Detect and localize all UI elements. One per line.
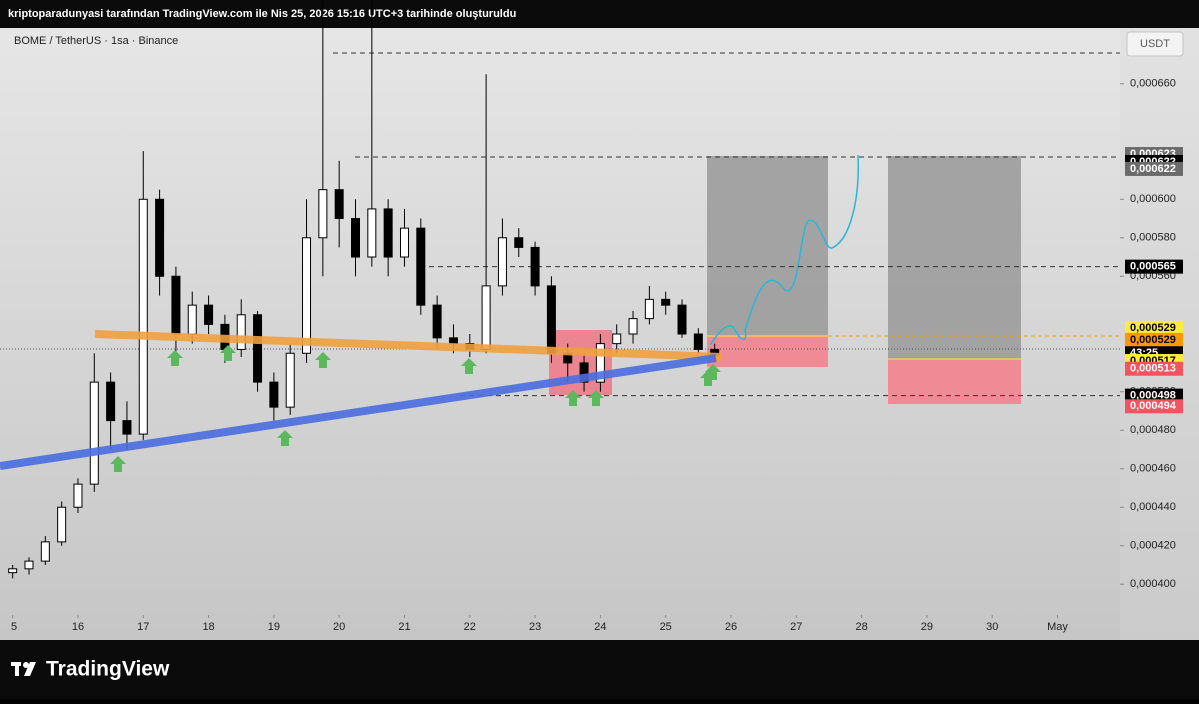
candle-body (89, 381, 99, 485)
candle-body (546, 285, 556, 354)
candle-body (269, 381, 279, 408)
arrow (565, 390, 581, 406)
candle-body (8, 568, 18, 574)
x-tick-label: 21 (398, 621, 410, 633)
footer-bar (0, 640, 1199, 699)
candle-body (644, 298, 654, 320)
candle-body (138, 198, 148, 435)
candle-body (367, 208, 377, 258)
candle-body (693, 333, 703, 350)
price-label-bg (1125, 399, 1183, 414)
candle-body (204, 304, 214, 325)
arrow (110, 456, 126, 472)
candle-body (612, 333, 622, 345)
arrow (277, 430, 293, 446)
y-tick-label: 0,000480 (1130, 424, 1176, 436)
x-tick-label: 27 (790, 621, 802, 633)
price-label: 0,000494 (1130, 400, 1177, 412)
price-label: 0,000498 (1130, 390, 1176, 402)
x-tick-label: 23 (529, 621, 541, 633)
candle-body (236, 314, 246, 350)
candle-body (628, 318, 638, 335)
x-tick-label: 22 (464, 621, 476, 633)
candle-body (351, 218, 361, 258)
y-tick-label: 0,000420 (1130, 540, 1176, 552)
price-label: 0,000565 (1130, 261, 1176, 273)
candle-body (481, 285, 491, 350)
price-label: 0,000622 (1130, 163, 1176, 175)
candle-body (302, 237, 312, 354)
x-tick-label: 20 (333, 621, 345, 633)
candle-body (171, 275, 181, 335)
candle-body (661, 298, 671, 306)
candle-body (40, 541, 50, 562)
x-tick-label: 30 (986, 621, 998, 633)
x-tick-label: 25 (660, 621, 672, 633)
candle-body (399, 227, 409, 258)
chart-title: BOME / TetherUS · 1sa · Binance (14, 35, 178, 47)
y-tick-label: 0,000580 (1130, 232, 1176, 244)
price-label: 0,000513 (1130, 363, 1176, 375)
candle-body (73, 483, 83, 508)
y-tick-label: 0,000440 (1130, 501, 1176, 513)
y-tick-label: 0,000400 (1130, 578, 1176, 590)
arrow (461, 358, 477, 374)
candle-body (24, 560, 34, 570)
candle-body (383, 208, 393, 258)
price-label: 0,000529 (1130, 322, 1176, 334)
logo (11, 662, 36, 676)
candle-body (530, 246, 540, 287)
candle-body (497, 237, 507, 287)
candle-body (448, 337, 458, 345)
price-label-bg (1125, 332, 1183, 347)
candle-body (677, 304, 687, 335)
candle-body (416, 227, 426, 306)
candle-body (285, 352, 295, 408)
candle-body (432, 304, 442, 339)
price-label-bg (1125, 259, 1183, 274)
x-tick-label: 29 (921, 621, 933, 633)
header-text: kriptoparadunyasi tarafından TradingView… (8, 8, 516, 20)
y-tick-label: 0,000460 (1130, 463, 1176, 475)
x-tick-label: 24 (594, 621, 606, 633)
x-tick-label: 28 (855, 621, 867, 633)
x-tick-label: 19 (268, 621, 280, 633)
arrow (220, 345, 236, 361)
candle-body (155, 198, 165, 277)
candle-body (57, 506, 67, 543)
candle-body (595, 343, 605, 383)
x-tick-label: 5 (11, 621, 17, 633)
candle-body (514, 237, 524, 248)
candle-body (106, 381, 116, 422)
candle-body (334, 189, 344, 220)
x-tick-label: 17 (137, 621, 149, 633)
arrow (315, 352, 331, 368)
currency[interactable]: USDT (1140, 38, 1170, 50)
candle-body (579, 362, 589, 383)
arrow (167, 350, 183, 366)
x-tick-label: 16 (72, 621, 84, 633)
header-bar (0, 0, 1199, 28)
arrow (588, 390, 604, 406)
candle-body (122, 420, 132, 435)
price-label-bg (1125, 320, 1183, 335)
footer-logo-text: TradingView (46, 658, 170, 681)
trendlines (0, 330, 723, 472)
y-tick-label: 0,000660 (1130, 78, 1176, 90)
candle-body (318, 189, 328, 239)
x-tick-label: 26 (725, 621, 737, 633)
price-label-bg (1125, 361, 1183, 376)
y-tick-label: 0,000600 (1130, 193, 1176, 205)
price-label-bg (1125, 388, 1183, 403)
x-tick-label: 18 (202, 621, 214, 633)
arrow (705, 364, 721, 380)
candle-body (187, 304, 197, 335)
price-label: 0,000529 (1130, 334, 1176, 346)
price-label-bg (1125, 161, 1183, 176)
candle-body (253, 314, 263, 383)
x-tick-label: May (1047, 621, 1068, 633)
currency-box[interactable] (1126, 31, 1184, 57)
